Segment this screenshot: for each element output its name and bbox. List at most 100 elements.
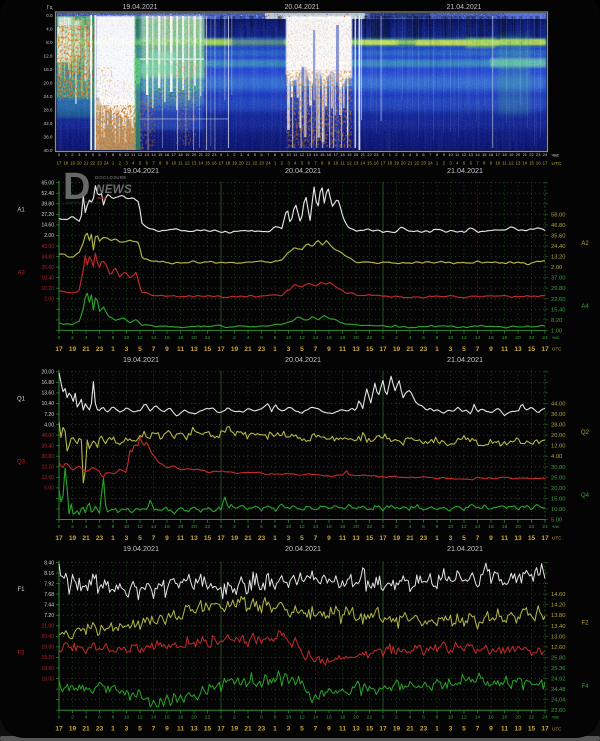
svg-text:28.00: 28.00 [551, 423, 566, 429]
svg-text:6: 6 [422, 152, 425, 157]
svg-text:8: 8 [274, 152, 277, 157]
svg-text:8: 8 [321, 161, 324, 166]
svg-text:UTC: UTC [552, 536, 562, 541]
svg-text:A2: A2 [581, 241, 589, 247]
svg-text:21.04.2021: 21.04.2021 [447, 166, 483, 175]
svg-text:4: 4 [247, 524, 250, 530]
svg-text:24: 24 [543, 152, 548, 157]
svg-text:16: 16 [212, 161, 217, 166]
svg-text:12: 12 [137, 524, 143, 530]
svg-text:19: 19 [69, 726, 77, 733]
svg-text:39.80: 39.80 [41, 202, 54, 208]
svg-text:4: 4 [85, 524, 88, 530]
svg-text:17: 17 [381, 161, 386, 166]
svg-text:10: 10 [124, 715, 130, 721]
svg-text:15: 15 [366, 535, 374, 542]
svg-text:19.80: 19.80 [41, 645, 54, 651]
svg-text:21: 21 [406, 726, 414, 733]
svg-text:Q3: Q3 [17, 460, 26, 466]
svg-text:20: 20 [515, 335, 521, 341]
svg-text:19: 19 [69, 346, 77, 353]
svg-text:24: 24 [542, 524, 548, 530]
svg-text:10: 10 [448, 715, 454, 721]
svg-text:9: 9 [165, 346, 169, 353]
svg-text:2: 2 [71, 715, 74, 721]
svg-text:16: 16 [536, 161, 541, 166]
svg-text:16: 16 [326, 715, 332, 721]
svg-text:12: 12 [509, 161, 514, 166]
svg-text:13.80: 13.80 [551, 613, 566, 619]
svg-text:21.04.2021: 21.04.2021 [447, 355, 483, 364]
svg-text:14: 14 [522, 161, 527, 166]
svg-text:18: 18 [178, 715, 184, 721]
svg-text:17: 17 [55, 346, 63, 353]
svg-text:23: 23 [258, 535, 266, 542]
svg-text:22: 22 [367, 335, 373, 341]
svg-text:26.60: 26.60 [41, 265, 54, 271]
svg-text:4: 4 [456, 161, 459, 166]
svg-text:22: 22 [367, 715, 373, 721]
svg-text:14: 14 [198, 161, 203, 166]
svg-text:3: 3 [125, 346, 129, 353]
svg-text:9: 9 [327, 535, 331, 542]
svg-text:15: 15 [482, 152, 487, 157]
svg-text:15: 15 [529, 161, 534, 166]
svg-text:7: 7 [314, 726, 318, 733]
svg-text:час: час [552, 335, 560, 340]
svg-text:22: 22 [414, 161, 419, 166]
svg-text:14: 14 [151, 715, 157, 721]
svg-text:Гц: Гц [47, 5, 53, 11]
svg-text:21: 21 [246, 161, 251, 166]
svg-text:14.60: 14.60 [41, 223, 54, 229]
svg-text:8: 8 [436, 335, 439, 341]
svg-text:18: 18 [340, 335, 346, 341]
svg-text:13: 13 [354, 161, 359, 166]
svg-text:6: 6 [146, 161, 149, 166]
svg-text:9: 9 [489, 726, 493, 733]
svg-text:10: 10 [448, 335, 454, 341]
svg-text:17: 17 [541, 535, 549, 542]
svg-text:14: 14 [475, 335, 481, 341]
svg-text:4: 4 [409, 335, 412, 341]
svg-text:13.20: 13.20 [551, 255, 566, 261]
svg-text:15: 15 [528, 346, 536, 353]
svg-text:20.00: 20.00 [41, 370, 54, 376]
svg-text:16: 16 [488, 524, 494, 530]
svg-text:14: 14 [475, 152, 480, 157]
svg-text:3: 3 [125, 535, 129, 542]
svg-text:1: 1 [227, 152, 230, 157]
svg-text:15: 15 [204, 346, 212, 353]
svg-text:9: 9 [165, 726, 169, 733]
svg-text:35.60: 35.60 [551, 233, 566, 239]
svg-text:23: 23 [97, 161, 102, 166]
svg-text:24: 24 [266, 161, 271, 166]
svg-text:3: 3 [449, 726, 453, 733]
svg-text:0: 0 [382, 715, 385, 721]
svg-text:8.20: 8.20 [551, 318, 562, 324]
svg-text:20: 20 [353, 524, 359, 530]
svg-text:17: 17 [172, 152, 177, 157]
svg-text:13.60: 13.60 [41, 475, 54, 481]
svg-text:4: 4 [409, 715, 412, 721]
svg-text:5: 5 [462, 535, 466, 542]
svg-text:13: 13 [307, 152, 312, 157]
svg-text:UTC: UTC [552, 161, 562, 167]
svg-text:4: 4 [294, 161, 297, 166]
svg-text:10.40: 10.40 [41, 401, 54, 407]
svg-text:9: 9 [165, 535, 169, 542]
svg-text:3: 3 [449, 346, 453, 353]
svg-text:7.20: 7.20 [44, 412, 54, 418]
svg-text:14: 14 [313, 715, 319, 721]
svg-text:32.0: 32.0 [44, 121, 53, 126]
svg-text:21: 21 [199, 152, 204, 157]
svg-text:2.00: 2.00 [551, 265, 562, 271]
svg-text:14: 14 [475, 524, 481, 530]
svg-text:12: 12 [138, 152, 143, 157]
svg-text:10: 10 [124, 335, 130, 341]
svg-text:7.68: 7.68 [44, 592, 54, 598]
svg-text:19: 19 [231, 726, 239, 733]
svg-text:6: 6 [260, 152, 263, 157]
svg-text:58.00: 58.00 [551, 212, 566, 218]
svg-text:14: 14 [313, 524, 319, 530]
svg-text:23: 23 [420, 535, 428, 542]
